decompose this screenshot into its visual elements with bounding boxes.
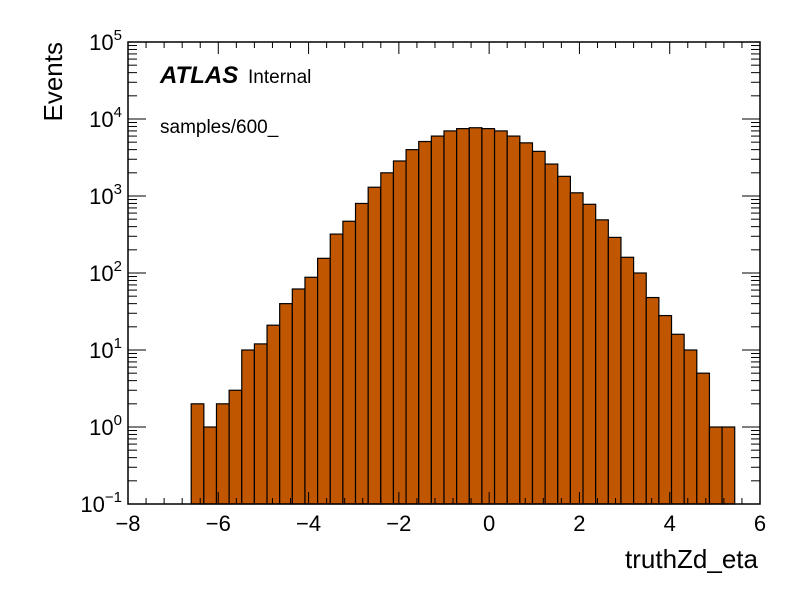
histogram-bar: [380, 172, 395, 505]
x-tick-label: −4: [296, 511, 321, 536]
sample-label: samples/600_: [160, 117, 279, 138]
histogram-bar: [481, 128, 496, 505]
histogram-bar: [632, 272, 647, 505]
x-tick-label: 4: [664, 511, 676, 536]
histogram-bar: [519, 142, 534, 505]
y-tick-label: 103: [89, 181, 122, 209]
x-tick-label: −6: [206, 511, 231, 536]
histogram-bar: [670, 333, 685, 505]
x-tick-label: −2: [386, 511, 411, 536]
histogram-bar: [443, 130, 458, 505]
x-axis-ticks: −8 −6 −4 −2 0 2 4 6: [115, 42, 766, 536]
y-axis-ticks: 10−1 100 101 102 103 104 105: [80, 27, 760, 517]
y-tick-label: 10−1: [80, 489, 122, 517]
histogram-bars: [190, 127, 736, 505]
histogram-bar: [354, 202, 369, 505]
y-tick-label: 102: [89, 258, 122, 286]
histogram-bar: [266, 324, 281, 505]
y-tick-label: 100: [89, 412, 122, 440]
histogram-bar: [569, 192, 584, 505]
histogram-bar: [253, 343, 268, 505]
histogram-bar: [683, 349, 698, 505]
histogram-bar: [595, 219, 609, 505]
histogram-bar: [620, 256, 635, 505]
histogram-bar: [241, 349, 255, 505]
histogram-bar: [456, 128, 470, 505]
histogram-bar: [658, 314, 673, 505]
y-tick-label: 101: [89, 335, 122, 363]
x-tick-label: 2: [573, 511, 585, 536]
histogram-bar: [493, 130, 508, 505]
histogram-bar: [215, 403, 230, 505]
histogram-bar: [557, 175, 572, 505]
histogram-bar: [304, 276, 319, 505]
histogram-bar: [506, 135, 521, 505]
histogram-bar: [468, 127, 483, 505]
x-tick-label: 6: [754, 511, 766, 536]
x-axis-title: truthZd_eta: [625, 544, 759, 574]
histogram-bar: [367, 186, 382, 505]
y-tick-label: 104: [89, 104, 122, 132]
atlas-label: ATLAS: [159, 62, 238, 89]
histogram-bar: [203, 426, 218, 505]
histogram-bar: [708, 426, 723, 505]
histogram-bar: [721, 426, 736, 505]
histogram-bar: [329, 233, 344, 505]
histogram-bar: [342, 220, 357, 505]
y-tick-label: 105: [89, 27, 122, 55]
histogram-bar: [279, 303, 293, 505]
x-tick-label: −8: [115, 511, 140, 536]
histogram-bar: [317, 257, 331, 505]
histogram-bar: [531, 150, 546, 505]
histogram-bar: [582, 203, 597, 505]
x-tick-label: 0: [483, 511, 495, 536]
histogram-bar: [392, 160, 407, 505]
histogram-bar: [544, 163, 559, 505]
plot-frame: [127, 41, 761, 505]
histogram-bar: [228, 389, 243, 505]
histogram-bar: [418, 140, 432, 505]
internal-label: Internal: [248, 67, 311, 88]
histogram-bar: [607, 236, 622, 505]
histogram-bar: [190, 403, 205, 505]
histogram-bar: [291, 288, 306, 505]
histogram-bar: [645, 296, 660, 505]
histogram-bar: [405, 149, 420, 505]
histogram-bar: [696, 372, 711, 505]
y-axis-title: Events: [38, 42, 68, 122]
histogram-bar: [430, 135, 445, 505]
